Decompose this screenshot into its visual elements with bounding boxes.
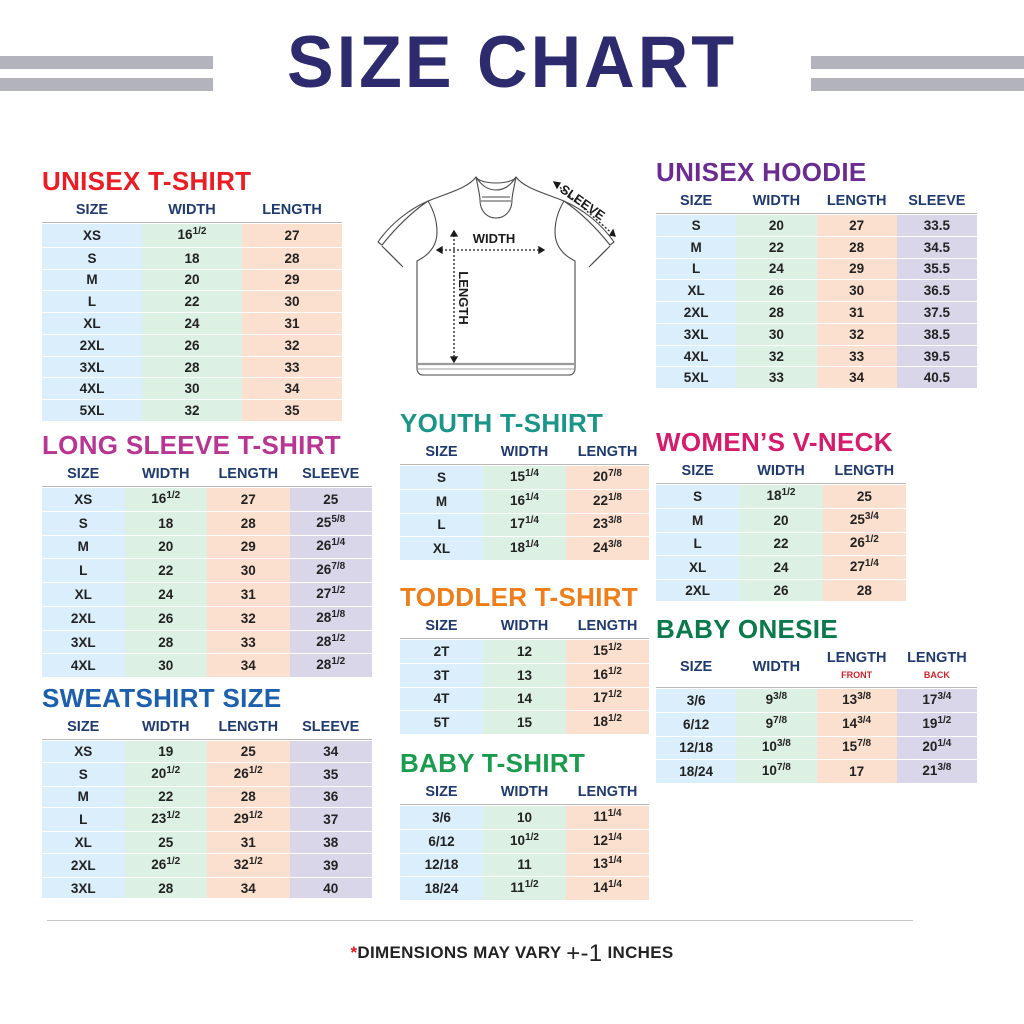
svg-text:SLEEVE: SLEEVE [557, 181, 608, 223]
svg-text:WIDTH: WIDTH [473, 231, 516, 246]
svg-text:LENGTH: LENGTH [456, 271, 471, 324]
